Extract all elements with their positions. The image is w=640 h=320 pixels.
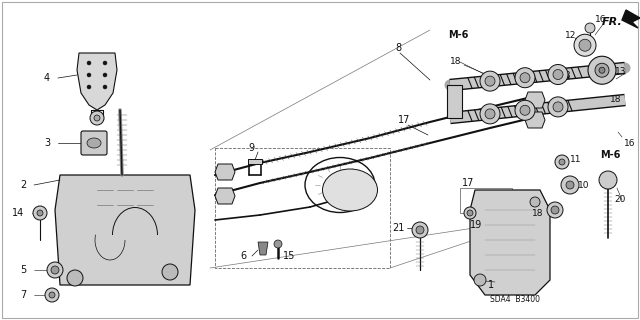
Bar — [215, 148, 390, 268]
Text: FR.: FR. — [602, 17, 623, 27]
Circle shape — [49, 292, 55, 298]
Circle shape — [103, 85, 107, 89]
Text: 18: 18 — [610, 95, 621, 105]
Circle shape — [520, 73, 530, 83]
Circle shape — [480, 104, 500, 124]
Text: 17: 17 — [398, 115, 410, 125]
FancyBboxPatch shape — [81, 131, 107, 155]
Circle shape — [548, 97, 568, 117]
Circle shape — [87, 85, 91, 89]
Circle shape — [599, 171, 617, 189]
Circle shape — [87, 61, 91, 65]
Circle shape — [464, 207, 476, 219]
Circle shape — [585, 23, 595, 33]
Polygon shape — [525, 92, 545, 108]
Text: 6: 6 — [240, 251, 246, 261]
Circle shape — [103, 61, 107, 65]
Text: 21: 21 — [392, 223, 404, 233]
Circle shape — [45, 288, 59, 302]
Ellipse shape — [87, 138, 101, 148]
Circle shape — [574, 34, 596, 56]
Text: 18: 18 — [450, 58, 461, 67]
Polygon shape — [525, 112, 545, 128]
Circle shape — [94, 115, 100, 121]
Text: 20: 20 — [614, 196, 625, 204]
FancyBboxPatch shape — [248, 159, 262, 164]
Circle shape — [480, 71, 500, 91]
Text: 14: 14 — [12, 208, 24, 218]
Polygon shape — [55, 175, 195, 285]
Circle shape — [553, 69, 563, 79]
Circle shape — [103, 73, 107, 77]
Circle shape — [33, 206, 47, 220]
Circle shape — [551, 206, 559, 214]
Text: 1: 1 — [488, 280, 494, 290]
Circle shape — [485, 109, 495, 119]
Circle shape — [530, 197, 540, 207]
Circle shape — [548, 65, 568, 84]
Text: SDA4  B3400: SDA4 B3400 — [490, 295, 540, 305]
Circle shape — [47, 262, 63, 278]
Polygon shape — [215, 188, 235, 204]
Circle shape — [559, 159, 565, 165]
Text: 18: 18 — [560, 70, 572, 79]
Text: 18: 18 — [532, 210, 543, 219]
Circle shape — [561, 176, 579, 194]
Text: 13: 13 — [615, 68, 627, 76]
Circle shape — [412, 222, 428, 238]
Circle shape — [547, 202, 563, 218]
Circle shape — [485, 76, 495, 86]
Text: 5: 5 — [20, 265, 26, 275]
Polygon shape — [622, 10, 640, 28]
Text: 2: 2 — [20, 180, 26, 190]
Circle shape — [67, 270, 83, 286]
Text: 9: 9 — [248, 143, 254, 153]
Circle shape — [599, 67, 605, 73]
Circle shape — [520, 105, 530, 115]
Circle shape — [274, 240, 282, 248]
Circle shape — [595, 63, 609, 77]
Text: 8: 8 — [395, 43, 401, 53]
Circle shape — [553, 102, 563, 112]
Circle shape — [37, 210, 43, 216]
Text: M-6: M-6 — [448, 30, 468, 40]
Circle shape — [90, 111, 104, 125]
Circle shape — [87, 73, 91, 77]
Text: 4: 4 — [44, 73, 50, 83]
Circle shape — [555, 155, 569, 169]
Circle shape — [515, 100, 535, 120]
Text: 11: 11 — [570, 156, 582, 164]
Circle shape — [474, 274, 486, 286]
Bar — [447, 85, 462, 118]
Text: 17: 17 — [462, 178, 474, 188]
Text: 19: 19 — [470, 220, 483, 230]
Ellipse shape — [323, 169, 378, 211]
Text: 16: 16 — [624, 139, 636, 148]
Circle shape — [467, 210, 473, 216]
Circle shape — [579, 39, 591, 51]
Text: 16: 16 — [595, 15, 607, 25]
Circle shape — [588, 56, 616, 84]
Polygon shape — [470, 190, 550, 295]
Circle shape — [416, 226, 424, 234]
Text: M-6: M-6 — [600, 150, 620, 160]
Polygon shape — [77, 53, 117, 110]
Polygon shape — [215, 164, 235, 180]
Text: 15: 15 — [283, 251, 296, 261]
Circle shape — [51, 266, 59, 274]
Text: 3: 3 — [44, 138, 50, 148]
Text: 12: 12 — [565, 30, 577, 39]
Polygon shape — [258, 242, 268, 255]
Circle shape — [566, 181, 574, 189]
Circle shape — [515, 68, 535, 88]
Circle shape — [162, 264, 178, 280]
Bar — [460, 188, 512, 213]
Text: 7: 7 — [20, 290, 26, 300]
Text: 10: 10 — [578, 180, 589, 189]
